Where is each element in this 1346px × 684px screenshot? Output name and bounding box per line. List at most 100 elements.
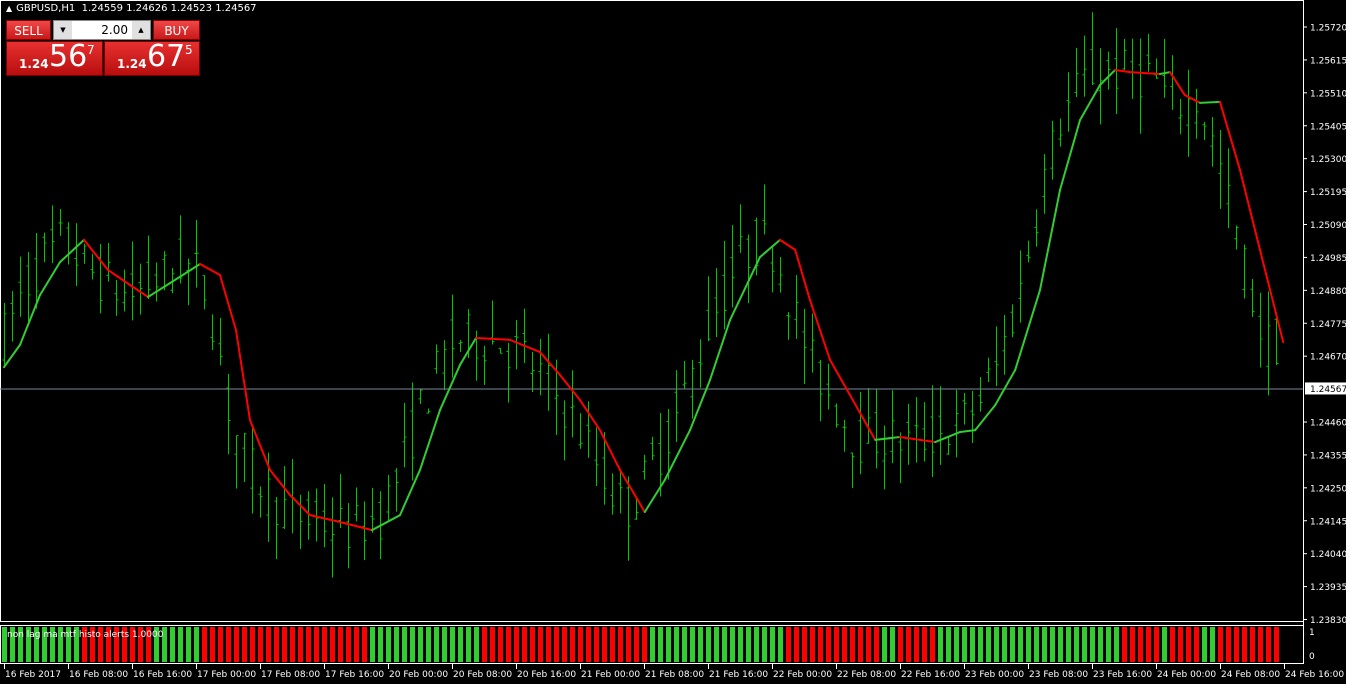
ma-segment [235,329,251,422]
ohlc-bar [522,308,527,364]
ohlc-bar [618,471,623,514]
histogram-bar [754,627,759,662]
ma-segment [509,338,541,354]
ohlc-bar [1090,12,1095,86]
ma-segment [419,409,441,471]
indicator-tick-label: 0 [1309,652,1315,662]
ma-segment [1183,94,1201,104]
ohlc-bar [530,351,535,393]
time-tick-label: 20 Feb 08:00 [453,670,512,680]
histogram-bar [218,627,223,662]
ma-segment [289,494,311,517]
one-click-trading-panel: SELL ▼ 2.00 ▲ BUY 1.24 56 7 1.24 67 5 [6,19,200,76]
histogram-bar [938,627,943,662]
histogram-bar [1058,627,1063,662]
histogram-bar [522,627,527,662]
price-tick-label: 1.24985 [1310,254,1346,264]
histogram-bar [1170,627,1175,662]
ohlc-bar [906,403,911,465]
histogram-bar [1266,627,1271,662]
indicator-histogram [2,627,1279,662]
time-tick-label: 23 Feb 16:00 [1093,670,1152,680]
histogram-bar [378,627,383,662]
main-pane-border [0,0,1304,622]
ohlc-bar [1274,312,1279,365]
histogram-bar [602,627,607,662]
buy-button[interactable]: BUY [153,20,200,40]
sell-price-button[interactable]: 1.24 56 7 [6,39,103,76]
ohlc-bar [1002,314,1007,375]
ohlc-bar [1050,120,1055,180]
time-tick-label: 24 Feb 08:00 [1221,670,1280,680]
ohlc-bar [330,497,335,578]
ohlc-bar [370,487,375,533]
histogram-bar [594,627,599,662]
ohlc-bar [82,243,87,264]
time-tick-label: 23 Feb 08:00 [1029,670,1088,680]
ohlc-bar [898,432,903,484]
histogram-bar [362,627,367,662]
histogram-bar [906,627,911,662]
time-tick-label: 17 Feb 00:00 [197,670,256,680]
ma-segment [759,238,781,259]
histogram-bar [618,627,623,662]
lot-size-input[interactable]: 2.00 [101,23,128,37]
collapse-triangle-icon[interactable]: ▲ [6,4,13,13]
histogram-bar [250,627,255,662]
histogram-bar [978,627,983,662]
histogram-bar [482,627,487,662]
ma-segment [249,419,271,471]
histogram-bar [290,627,295,662]
ohlc-bar [938,386,943,465]
ohlc-bar [74,223,79,287]
ohlc-bar [106,242,111,282]
buy-price-button[interactable]: 1.24 67 5 [104,39,200,76]
ohlc-bar [770,245,775,293]
ma-segment [129,284,149,298]
histogram-bar [730,627,735,662]
histogram-bar [634,627,639,662]
ohlc-bar [818,359,823,422]
ohlc-bar [642,454,647,480]
histogram-bar [850,627,855,662]
ma-segment [794,248,811,302]
indicator-tick-label: 1 [1309,628,1315,638]
ohlc-bar [418,388,423,404]
ma-segment [169,263,201,285]
ma-segment [1169,71,1186,97]
sell-button[interactable]: SELL [6,20,51,40]
chevron-down-icon[interactable]: ▼ [54,21,72,39]
histogram-bar [914,627,919,662]
ohlc-bar [1138,38,1143,134]
ohlc-bar [882,425,887,490]
histogram-bar [170,627,175,662]
ma-segment [83,238,109,271]
histogram-bar [1082,627,1087,662]
histogram-bar [130,627,135,662]
chevron-up-icon[interactable]: ▲ [132,21,150,39]
ma-segment [1259,248,1285,344]
buy-price-pips: 67 [147,39,186,74]
ma-segment [199,263,221,276]
histogram-bar [1186,627,1191,662]
ma-segment [219,273,237,332]
ohlc-bar [1122,38,1127,70]
ohlc-bar [1178,99,1183,135]
ohlc-bar [42,232,47,263]
ohlc-bar [402,402,407,468]
ohlc-bar [34,233,39,309]
histogram-bar [90,627,95,662]
histogram-bar [658,627,663,662]
ma-segment [1114,68,1131,74]
histogram-bar [738,627,743,662]
sell-price-fraction: 7 [87,43,95,57]
ma-segment [1239,168,1261,251]
histogram-bar [82,627,87,662]
lot-size-stepper[interactable]: ▼ 2.00 ▲ [53,20,151,40]
histogram-bar [106,627,111,662]
ohlc-bars [2,12,1279,578]
ohlc-bar [122,269,127,312]
price-tick-label: 1.24040 [1310,550,1346,560]
ohlc-bar [58,208,63,236]
